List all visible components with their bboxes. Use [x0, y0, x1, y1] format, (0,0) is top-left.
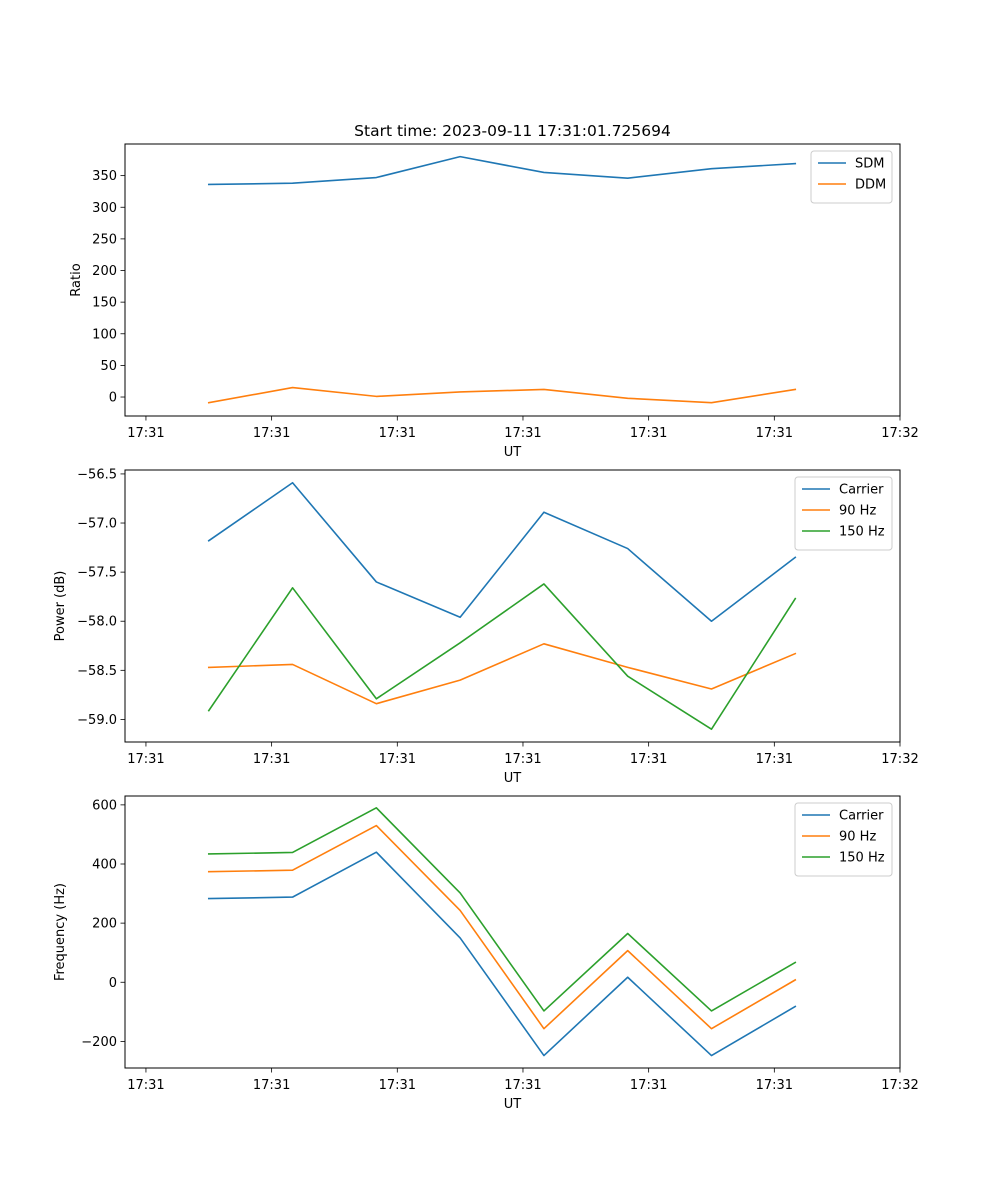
frequency-y-tick-label: 200 — [92, 917, 117, 932]
chart-title: Start time: 2023-09-11 17:31:01.725694 — [354, 122, 671, 140]
ratio-y-axis-label: Ratio — [69, 263, 84, 296]
power-x-tick-label: 17:31 — [127, 752, 164, 767]
ratio-y-tick-label: 150 — [92, 296, 117, 311]
frequency-series-line-90-hz — [207, 824, 797, 1030]
power-legend-label-90-hz: 90 Hz — [839, 504, 876, 519]
power-series-line-carrier — [207, 481, 797, 623]
frequency-y-tick-label: 400 — [92, 858, 117, 873]
ratio-legend-label-sdm: SDM — [855, 157, 884, 172]
power-x-tick-label: 17:31 — [630, 752, 667, 767]
ratio-x-axis-label: UT — [504, 445, 522, 460]
frequency-x-tick-label: 17:31 — [253, 1078, 290, 1093]
power-panel: 17:31 17:31 17:31 17:31 17:31 17:31 17:32 −59.0… — [53, 467, 919, 786]
ratio-y-tick-label: 0 — [109, 391, 117, 406]
power-legend-label-150-hz: 150 Hz — [839, 525, 885, 540]
frequency-x-tick-label: 17:31 — [379, 1078, 416, 1093]
ratio-legend: SDM DDM — [810, 150, 893, 204]
frequency-y-axis-label: Frequency (Hz) — [53, 883, 68, 981]
frequency-y-tick-label: 0 — [109, 976, 117, 991]
power-x-tick-label: 17:31 — [756, 752, 793, 767]
ratio-y-tick-label: 50 — [100, 359, 117, 374]
frequency-x-axis-label: UT — [504, 1097, 522, 1112]
frequency-series-line-150-hz — [207, 807, 797, 1012]
ratio-axes-frame — [124, 143, 901, 417]
power-series-line-90-hz — [207, 643, 797, 705]
power-y-tick-label: −59.0 — [77, 713, 117, 728]
frequency-legend-label-carrier: Carrier — [839, 809, 884, 824]
ratio-series-line-ddm — [207, 386, 797, 404]
ratio-x-tick-label: 17:31 — [127, 426, 164, 441]
power-x-tick-label: 17:31 — [504, 752, 541, 767]
power-y-tick-label: −58.0 — [77, 615, 117, 630]
ratio-x-tick-label: 17:31 — [630, 426, 667, 441]
ratio-x-tick-label: 17:32 — [881, 426, 918, 441]
ratio-legend-label-ddm: DDM — [855, 178, 886, 193]
power-axes-frame — [124, 469, 901, 743]
ratio-x-tick-label: 17:31 — [253, 426, 290, 441]
frequency-x-tick-label: 17:31 — [127, 1078, 164, 1093]
power-x-tick-label: 17:32 — [881, 752, 918, 767]
frequency-x-tick-label: 17:32 — [881, 1078, 918, 1093]
frequency-y-tick-label: 600 — [92, 798, 117, 813]
ratio-series-line-sdm — [207, 155, 797, 186]
power-y-tick-label: −57.5 — [77, 566, 117, 581]
frequency-axes-frame — [124, 795, 901, 1069]
power-legend-label-carrier: Carrier — [839, 483, 884, 498]
ratio-x-tick-label: 17:31 — [379, 426, 416, 441]
ratio-x-tick-label: 17:31 — [756, 426, 793, 441]
ratio-y-tick-label: 100 — [92, 327, 117, 342]
frequency-x-tick-label: 17:31 — [504, 1078, 541, 1093]
ratio-x-tick-label: 17:31 — [504, 426, 541, 441]
power-x-tick-label: 17:31 — [253, 752, 290, 767]
frequency-x-tick-label: 17:31 — [756, 1078, 793, 1093]
power-y-tick-label: −56.5 — [77, 467, 117, 482]
ratio-y-tick-label: 350 — [92, 169, 117, 184]
ratio-y-tick-label: 200 — [92, 264, 117, 279]
power-x-tick-label: 17:31 — [379, 752, 416, 767]
frequency-legend: Carrier 90 Hz 150 Hz — [794, 802, 893, 877]
ratio-legend-box — [810, 150, 893, 204]
power-series-line-150-hz — [207, 583, 797, 731]
power-y-tick-label: −58.5 — [77, 664, 117, 679]
ratio-panel: 17:31 17:31 17:31 17:31 17:31 17:31 17:32 0 50 10… — [69, 143, 919, 460]
power-y-axis-label: Power (dB) — [53, 571, 68, 642]
frequency-y-tick-label: −200 — [81, 1035, 117, 1050]
frequency-series-line-carrier — [207, 851, 797, 1057]
frequency-panel: 17:31 17:31 17:31 17:31 17:31 17:31 17:32 −200 0… — [53, 795, 919, 1112]
ratio-y-tick-label: 250 — [92, 232, 117, 247]
ratio-y-tick-label: 300 — [92, 201, 117, 216]
frequency-legend-label-150-hz: 150 Hz — [839, 851, 885, 866]
power-y-tick-label: −57.0 — [77, 517, 117, 532]
power-legend: Carrier 90 Hz 150 Hz — [794, 476, 893, 551]
frequency-legend-label-90-hz: 90 Hz — [839, 830, 876, 845]
frequency-x-tick-label: 17:31 — [630, 1078, 667, 1093]
power-x-axis-label: UT — [504, 771, 522, 786]
